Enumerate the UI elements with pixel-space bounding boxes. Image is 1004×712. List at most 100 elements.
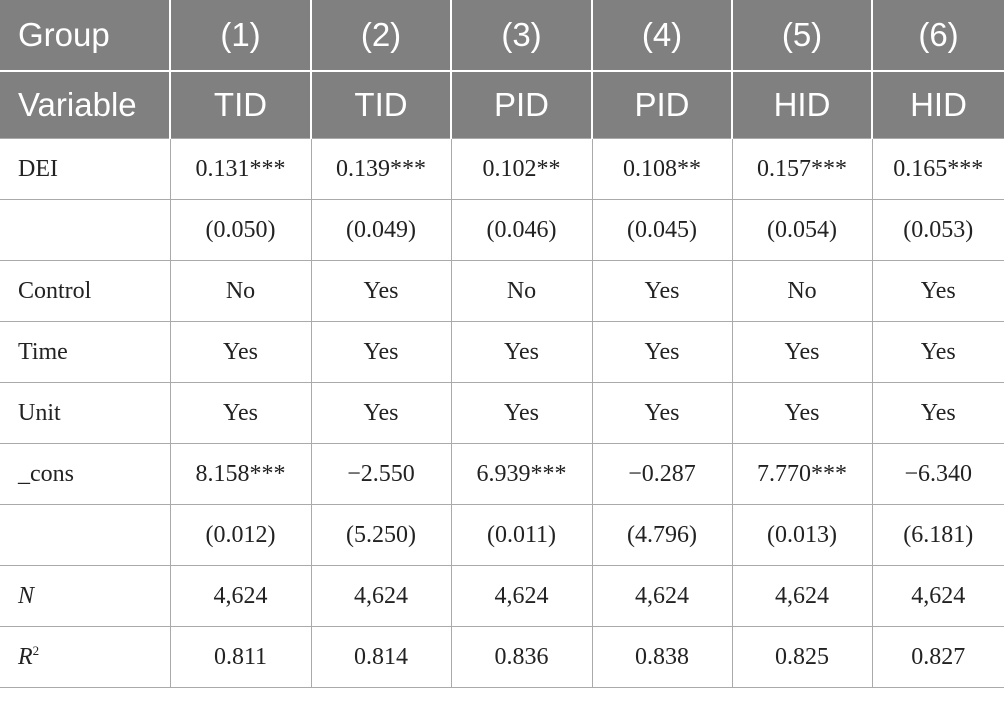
table-cell: (0.054) [731,199,873,261]
row-label: Control [0,260,171,322]
table-cell: Yes [169,321,312,383]
header-cell: TID [310,71,451,139]
table-cell: Yes [591,321,733,383]
table-cell: −2.550 [310,443,452,505]
table-cell: 0.827 [871,626,1004,688]
header-cell: (3) [450,0,592,72]
table-cell: 0.825 [731,626,873,688]
table-row: Control No Yes No Yes No Yes [0,260,1004,322]
row-label: Time [0,321,171,383]
row-label: N [0,565,171,627]
table-cell: (0.013) [731,504,873,566]
table-cell: (0.046) [450,199,593,261]
table-cell: 0.814 [310,626,452,688]
header-cell: TID [169,71,311,139]
table-cell: Yes [310,382,452,444]
header-label: Group [0,0,170,72]
row-label-text: Unit [18,399,61,426]
header-cell: (6) [871,0,1004,72]
table-cell: 8.158*** [169,443,312,505]
table-cell: 4,624 [450,565,593,627]
header-cell: HID [871,71,1004,139]
table-cell: (0.011) [450,504,593,566]
table-cell: 0.838 [591,626,733,688]
table-row: Time Yes Yes Yes Yes Yes Yes [0,321,1004,383]
table-row: _cons 8.158*** −2.550 6.939*** −0.287 7.770**… [0,443,1004,505]
table-cell: Yes [871,260,1004,322]
table-cell: −6.340 [871,443,1004,505]
table-cell: 0.108** [591,138,733,200]
table-cell: 0.139*** [310,138,452,200]
table-row: R2 0.811 0.814 0.836 0.838 0.825 0.827 [0,626,1004,688]
table-body: DEI 0.131*** 0.139*** 0.102** 0.108** 0.157**… [0,138,1004,688]
regression-table: Group (1) (2) (3) (4) (5) (6) Variable TID TID PID… [0,0,1004,688]
table-cell: 0.157*** [731,138,873,200]
table-cell: 0.131*** [169,138,312,200]
row-label: R2 [0,626,171,688]
table-cell: (0.053) [871,199,1004,261]
row-label-text: _cons [18,460,74,487]
row-label [0,199,171,261]
row-label-superscript: 2 [32,643,40,658]
table-cell: (6.181) [871,504,1004,566]
table-cell: Yes [169,382,312,444]
table-row: N 4,624 4,624 4,624 4,624 4,624 4,624 [0,565,1004,627]
header-cell: (2) [310,0,451,72]
row-label: DEI [0,138,171,200]
header-cell: PID [591,71,732,139]
table-cell: (4.796) [591,504,733,566]
table-cell: Yes [731,321,873,383]
header-row: Variable TID TID PID PID HID HID [0,71,1004,139]
table-header: Group (1) (2) (3) (4) (5) (6) Variable TID TID PID… [0,0,1004,139]
table-cell: 0.102** [450,138,593,200]
table-cell: −0.287 [591,443,733,505]
table-cell: 0.811 [169,626,312,688]
row-label [0,504,171,566]
table-cell: 4,624 [591,565,733,627]
table-cell: Yes [871,382,1004,444]
table-row: (0.012) (5.250) (0.011) (4.796) (0.013) (6.18… [0,504,1004,566]
row-label-text: N [18,582,35,609]
table-cell: Yes [310,260,452,322]
table-row: DEI 0.131*** 0.139*** 0.102** 0.108** 0.157**… [0,138,1004,200]
header-cell: PID [450,71,592,139]
table-cell: No [169,260,312,322]
table-cell: (0.012) [169,504,312,566]
table-cell: Yes [591,382,733,444]
table-cell: 7.770*** [731,443,873,505]
header-cell: (4) [591,0,732,72]
table-cell: 6.939*** [450,443,593,505]
table-cell: No [450,260,593,322]
table-cell: 0.165*** [871,138,1004,200]
table-cell: (5.250) [310,504,452,566]
table-cell: (0.050) [169,199,312,261]
header-row: Group (1) (2) (3) (4) (5) (6) [0,0,1004,72]
table-cell: 4,624 [871,565,1004,627]
row-label-text: R [18,644,33,670]
header-label: Variable [0,71,170,139]
table-cell: No [731,260,873,322]
row-label: _cons [0,443,171,505]
table-cell: 4,624 [731,565,873,627]
header-cell: (5) [731,0,872,72]
row-label-text: Time [18,338,68,365]
table-cell: 4,624 [310,565,452,627]
row-label: Unit [0,382,171,444]
table-cell: Yes [310,321,452,383]
table-cell: Yes [450,321,593,383]
table-cell: (0.045) [591,199,733,261]
table-row: Unit Yes Yes Yes Yes Yes Yes [0,382,1004,444]
table-cell: (0.049) [310,199,452,261]
row-label-text: DEI [18,155,58,182]
table-cell: 4,624 [169,565,312,627]
table-cell: Yes [450,382,593,444]
table-cell: Yes [731,382,873,444]
header-cell: HID [731,71,872,139]
table-cell: Yes [871,321,1004,383]
table-cell: Yes [591,260,733,322]
table-cell: 0.836 [450,626,593,688]
table-row: (0.050) (0.049) (0.046) (0.045) (0.054) (0.05… [0,199,1004,261]
header-cell: (1) [169,0,311,72]
row-label-text: Control [18,277,92,304]
